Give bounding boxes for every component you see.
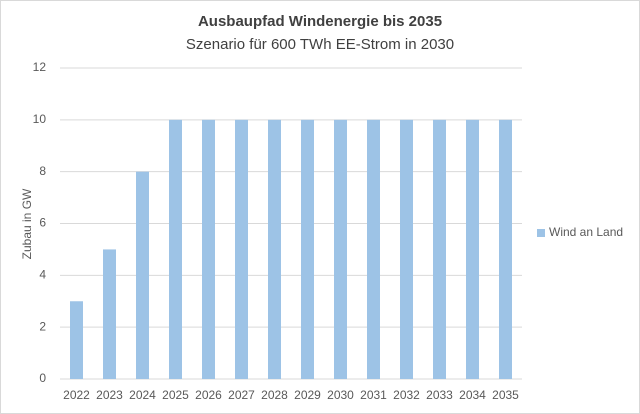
x-tick-label: 2031 (360, 388, 387, 402)
bar (400, 119, 413, 379)
bar (367, 119, 380, 379)
y-tick-label: 2 (39, 319, 46, 333)
y-tick-label: 6 (39, 216, 46, 230)
x-tick-label: 2024 (129, 388, 156, 402)
x-tick-label: 2032 (393, 388, 420, 402)
chart-title: Ausbaupfad Windenergie bis 2035 (198, 13, 442, 30)
y-tick-label: 8 (39, 164, 46, 178)
legend-swatch (537, 229, 545, 237)
y-tick-label: 0 (39, 371, 46, 385)
bar (499, 119, 512, 379)
bar (235, 119, 248, 379)
bar (466, 119, 479, 379)
bar (334, 119, 347, 379)
bar (268, 119, 281, 379)
bar (136, 171, 149, 379)
x-tick-label: 2028 (261, 388, 288, 402)
bar (103, 249, 116, 379)
bar (169, 119, 182, 379)
y-tick-label: 4 (39, 268, 46, 282)
chart-subtitle: Szenario für 600 TWh EE-Strom in 2030 (186, 36, 454, 53)
y-tick-label: 10 (33, 112, 47, 126)
bar (70, 301, 83, 379)
x-tick-label: 2030 (327, 388, 354, 402)
x-tick-label: 2026 (195, 388, 222, 402)
x-tick-label: 2029 (294, 388, 321, 402)
legend-label: Wind an Land (549, 225, 623, 239)
bar (433, 119, 446, 379)
y-tick-label: 12 (33, 60, 47, 74)
bar (202, 119, 215, 379)
x-tick-label: 2023 (96, 388, 123, 402)
x-tick-label: 2025 (162, 388, 189, 402)
x-tick-label: 2035 (492, 388, 519, 402)
x-tick-label: 2033 (426, 388, 453, 402)
x-tick-label: 2027 (228, 388, 255, 402)
x-tick-label: 2034 (459, 388, 486, 402)
bar (301, 119, 314, 379)
y-axis-label: Zubau in GW (20, 188, 34, 259)
x-tick-label: 2022 (63, 388, 90, 402)
